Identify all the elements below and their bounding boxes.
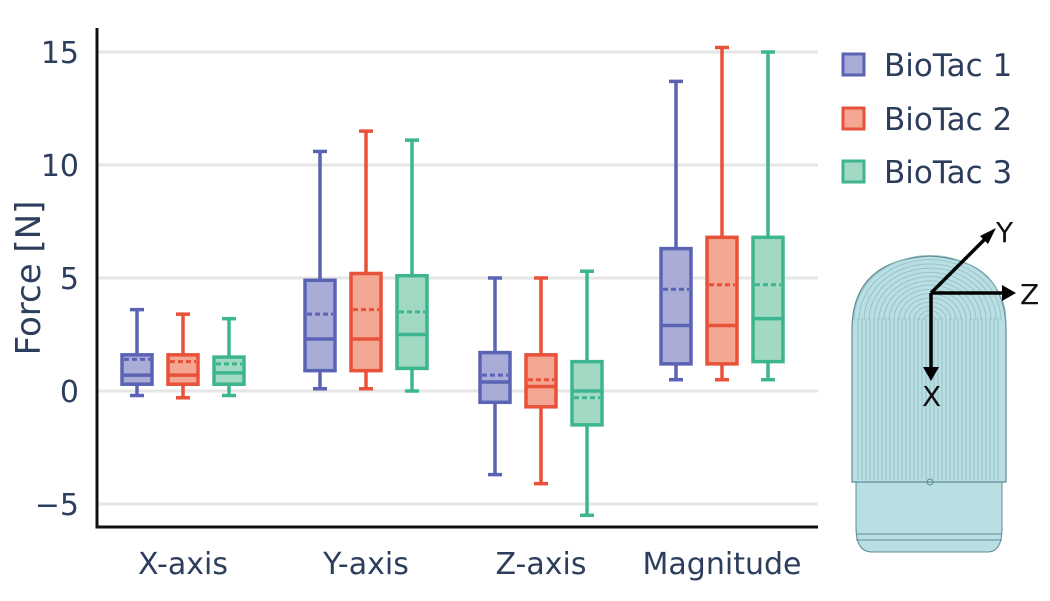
legend-swatch-biotac-2 bbox=[841, 106, 866, 131]
x-tick-label: Y-axis bbox=[322, 547, 409, 582]
y-tick-label: 5 bbox=[60, 262, 79, 297]
legend-swatch-biotac-1 bbox=[841, 52, 866, 77]
box-biotac-2-z-axis bbox=[524, 276, 558, 486]
fingertip-ridge-arc bbox=[878, 276, 982, 321]
fingertip-ridge-arc bbox=[888, 284, 972, 321]
box-biotac-3-x-axis bbox=[212, 316, 246, 398]
x-axis-arrow-label: X bbox=[922, 380, 941, 413]
fingertip-ridge-arc bbox=[873, 272, 987, 321]
box-biotac-1-x-axis bbox=[120, 307, 154, 398]
x-tick-label: Magnitude bbox=[643, 547, 802, 582]
biotac-fingertip-illustration: Y Z X bbox=[851, 216, 1039, 553]
y-arrow-head bbox=[980, 228, 996, 244]
legend: BioTac 1 BioTac 2 BioTac 3 bbox=[841, 48, 1012, 191]
z-axis-arrow-label: Z bbox=[1020, 278, 1039, 311]
fingertip-lower-body bbox=[855, 479, 1003, 553]
x-tick-label: X-axis bbox=[138, 547, 228, 582]
z-arrow-head bbox=[1002, 285, 1016, 301]
y-tick-label: 0 bbox=[60, 375, 79, 410]
y-tick-label: 15 bbox=[41, 36, 79, 71]
legend-label: BioTac 2 bbox=[884, 102, 1012, 138]
x-tick-label: Z-axis bbox=[496, 547, 587, 582]
fingertip-sensor-dot bbox=[926, 478, 934, 486]
interquartile-box bbox=[570, 359, 604, 427]
box-biotac-1-y-axis bbox=[303, 149, 337, 391]
y-tick-label: 10 bbox=[41, 149, 79, 184]
fingertip-ridges bbox=[853, 255, 1007, 480]
box-biotac-2-magnitude bbox=[705, 45, 739, 382]
interquartile-box bbox=[212, 355, 246, 386]
interquartile-box bbox=[478, 350, 512, 405]
box-biotac-2-x-axis bbox=[166, 312, 200, 400]
interquartile-box bbox=[705, 235, 739, 366]
interquartile-box bbox=[166, 353, 200, 386]
box-biotac-3-z-axis bbox=[570, 269, 604, 518]
gridlines bbox=[97, 50, 818, 506]
y-arrow-shaft bbox=[929, 236, 988, 295]
box-biotac-3-y-axis bbox=[395, 138, 429, 393]
interquartile-box bbox=[395, 273, 429, 371]
box-biotac-2-y-axis bbox=[349, 129, 383, 391]
box-biotac-1-magnitude bbox=[659, 79, 693, 382]
fingertip-ridge-arc bbox=[863, 263, 997, 321]
x-tick-labels: X-axis Y-axis Z-axis Magnitude bbox=[138, 547, 801, 582]
legend-label: BioTac 1 bbox=[884, 48, 1012, 84]
box-biotac-1-z-axis bbox=[478, 276, 512, 477]
legend-swatch-biotac-3 bbox=[841, 159, 866, 184]
legend-label: BioTac 3 bbox=[884, 155, 1012, 191]
fingertip-ridge-arc bbox=[868, 267, 992, 321]
y-axis-title: Force [N] bbox=[9, 201, 49, 356]
interquartile-box bbox=[349, 271, 383, 373]
box-series bbox=[120, 45, 785, 518]
y-tick-labels: 15 10 5 0 −5 bbox=[35, 36, 79, 523]
x-arrow-head bbox=[923, 367, 939, 381]
interquartile-box bbox=[659, 246, 693, 366]
fingertip-ridge-arc bbox=[883, 280, 977, 321]
box-biotac-3-magnitude bbox=[751, 50, 785, 382]
y-axis-arrow-label: Y bbox=[995, 216, 1014, 249]
interquartile-box bbox=[303, 278, 337, 373]
y-tick-label: −5 bbox=[35, 488, 79, 523]
interquartile-box bbox=[751, 235, 785, 364]
fingertip-ridge-arc bbox=[893, 289, 967, 321]
